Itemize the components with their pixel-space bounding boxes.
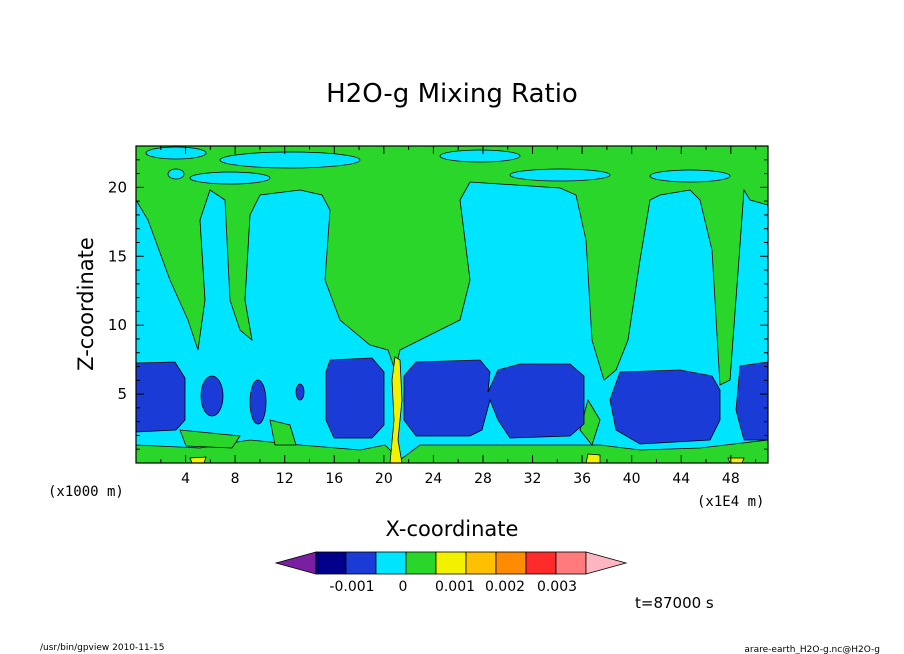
x-unit-right: (x1E4 m)	[697, 494, 764, 510]
x-tick-label: 36	[573, 471, 591, 487]
x-tick-label: 20	[375, 471, 393, 487]
x-unit-left: (x1000 m)	[48, 484, 124, 500]
colorbar-swatch	[315, 551, 347, 575]
x-tick-label: 4	[181, 471, 190, 487]
x-tick-label: 8	[231, 471, 240, 487]
colorbar-tick-label: 0	[399, 579, 408, 595]
y-axis-label: Z-coordinate	[74, 237, 98, 371]
colorbar-over-triangle	[585, 551, 628, 575]
x-tick-label: 40	[623, 471, 641, 487]
colorbar-swatch	[375, 551, 407, 575]
colorbar-tick-label: -0.001	[329, 579, 374, 595]
colorbar-under-triangle	[274, 551, 317, 575]
x-tick-label: 48	[722, 471, 740, 487]
colorbar-swatch	[435, 551, 467, 575]
plot-frame	[135, 145, 769, 464]
x-tick-label: 16	[325, 471, 343, 487]
colorbar-tick-label: 0.001	[435, 579, 475, 595]
y-tick-label: 20	[108, 178, 127, 196]
time-label: t=87000 s	[635, 594, 714, 612]
y-ticks: 5 10 15 20	[108, 159, 768, 450]
colorbar-swatch	[525, 551, 557, 575]
x-tick-label: 44	[672, 471, 690, 487]
x-tick-label: 32	[524, 471, 542, 487]
colorbar-swatch	[555, 551, 587, 575]
footer-right: arare-earth_H2O-g.nc@H2O-g	[744, 645, 880, 654]
chart-title: H2O-g Mixing Ratio	[326, 79, 578, 109]
x-tick-label: 12	[276, 471, 294, 487]
x-tick-label: 28	[474, 471, 492, 487]
colorbar: -0.001 0 0.001 0.002 0.003	[274, 551, 628, 595]
colorbar-swatch	[465, 551, 497, 575]
colorbar-swatch	[345, 551, 377, 575]
colorbar-swatch	[405, 551, 437, 575]
dry-low-layer	[136, 357, 768, 445]
colorbar-swatch	[495, 551, 527, 575]
y-tick-label: 15	[108, 247, 127, 265]
x-axis-label: X-coordinate	[386, 517, 519, 541]
x-ticks: 4 8 12 16 20 24 28 32 36 40 44 48	[160, 146, 757, 487]
footer-left: /usr/bin/gpview 2010-11-15	[40, 643, 164, 653]
plume-region	[189, 356, 745, 463]
colorbar-tick-label: 0.003	[537, 579, 577, 595]
colorbar-tick-label: 0.002	[485, 579, 525, 595]
y-tick-label: 10	[108, 316, 127, 334]
x-tick-label: 24	[424, 471, 442, 487]
y-tick-label: 5	[117, 385, 127, 403]
